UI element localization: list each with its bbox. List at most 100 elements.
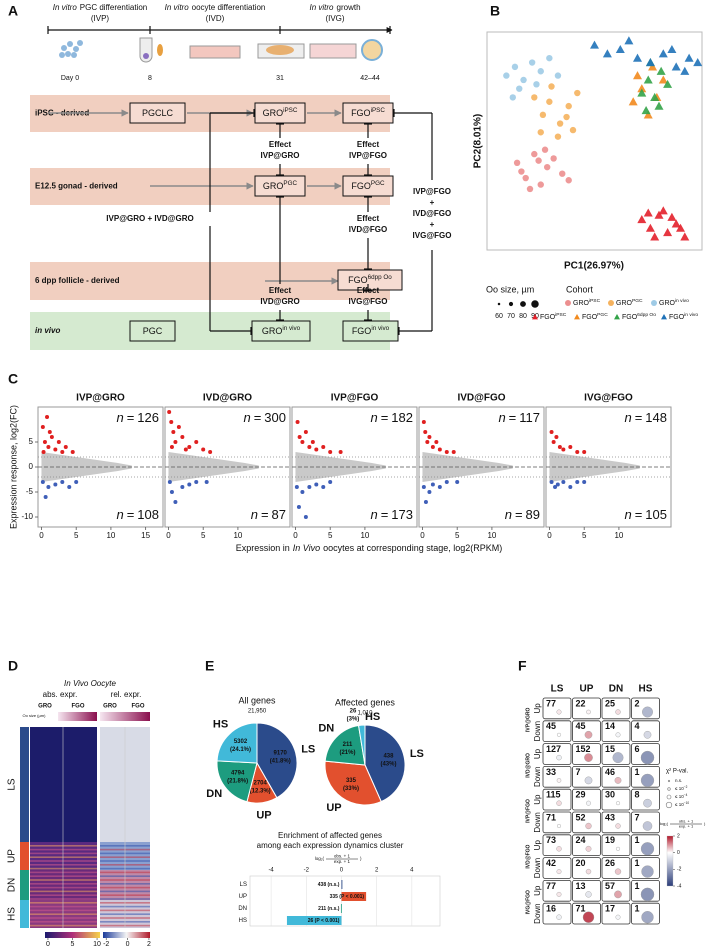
stage-title-part: In vitro [53,3,78,12]
gene-point [53,482,58,487]
slice-percent: (43%) [380,762,396,768]
bar-label: 26 (P < 0.001) [308,918,340,924]
gene-point [303,515,308,519]
legend-label: GROin vivo [659,298,689,307]
effect-label: IVG@FGO [349,297,388,306]
gene-point [582,480,587,484]
cell [601,811,631,834]
cell [601,788,631,811]
cell [542,788,572,811]
cell-count: 57 [605,881,615,891]
y-tick-label: -5 [26,487,34,496]
cell-count: 1 [635,767,640,777]
pca-point [643,208,653,217]
gene-point [430,445,435,449]
x-tick-label: 5 [201,531,206,540]
y-tick-label: 5 [29,437,34,446]
up-count-part: = [635,410,643,425]
column-header: UP [580,684,594,695]
stage-label: GRO [38,704,52,710]
x-axis-label: Expression in In Vivo oocytes at correspon… [236,543,502,553]
legend-label-part: PGC [597,312,608,318]
cell-count: 20 [576,858,586,868]
pca-point [503,72,510,79]
gene-point [46,485,51,489]
x-tick-label: 10 [106,531,115,540]
x-tick-label: 4 [410,868,414,874]
panel-label: D [8,658,18,674]
colorbar-label: 10 [93,941,101,948]
cell [572,811,601,834]
gene-point [328,480,333,484]
bar-title: Enrichment of affected genes [278,831,382,840]
stage-box [342,320,399,342]
pca-point [509,94,516,101]
box-label: GROiPSC [263,107,298,118]
slice-value: 2704 [253,780,267,786]
x-tick-label: 0 [39,531,44,540]
enrichment-dot [612,752,624,764]
down-count: n = 108 [116,507,159,522]
up-count: n = 182 [370,410,413,425]
size-legend-dot [531,300,539,308]
legend-label-part: FGO [582,314,598,321]
pie-title: All genes [238,695,276,705]
enrichment-dot [585,822,592,830]
pca-point [541,146,549,153]
cell-count: 33 [546,767,556,777]
cell [542,743,572,765]
size-legend-dot [497,302,501,306]
stage-box [254,102,306,124]
heatmap-stripe [30,864,97,866]
x-axis-label: ) [360,856,362,861]
up-count-part: 300 [264,410,286,425]
cell-count: 42 [546,858,556,868]
gene-point [575,480,580,484]
bar-title: among each expression dynamics cluster [257,841,404,850]
enrichment-dot [556,891,562,897]
pca-point [641,105,651,115]
pca-point [693,58,703,67]
cell [601,697,631,720]
pca-point [563,113,570,121]
pca-point [667,212,677,221]
gene-point [549,480,554,484]
x-axis-label-part: oocytes at corresponding stage, log2(RPK… [323,543,502,553]
gene-point [582,450,587,454]
down-count-part: = [515,507,523,522]
y-tick-label: DN [238,906,247,912]
gene-point [173,440,178,444]
slice-label: HS [365,711,380,723]
x-axis-label: obs. + 1 [334,853,351,858]
pca-point [633,53,642,62]
y-axis-label: PC2(8.01%) [473,114,484,168]
cell-icon [73,46,79,52]
box-label: FGOPGC [351,180,385,191]
pca-point [654,210,664,219]
gene-point [176,425,181,429]
gene-point [321,445,326,449]
gene-point [300,490,305,494]
cluster-bar [20,900,29,928]
gene-point [427,490,432,494]
heatmap-stripe [30,886,97,889]
x-tick-label: 2 [375,868,379,874]
x-tick-label: -2 [304,868,310,874]
effect-label: IVG@FGO [413,231,452,240]
down-count-part: 173 [391,507,413,522]
enrichment-dot [556,914,562,920]
stage-box [129,320,176,342]
gene-point [314,447,319,452]
legend-label: ≤ 10−4 [675,793,688,799]
panel-label: F [518,658,527,674]
gene-point [307,445,312,449]
heatmap-stripe [30,856,97,858]
legend-title: ) [704,821,706,826]
slice-value: 211 [343,742,353,748]
pca-point [528,59,536,66]
gene-point [63,445,68,449]
enrichment-dot [557,824,562,829]
cell-icon [59,52,65,58]
cell [542,857,572,879]
pca-point [522,174,529,182]
